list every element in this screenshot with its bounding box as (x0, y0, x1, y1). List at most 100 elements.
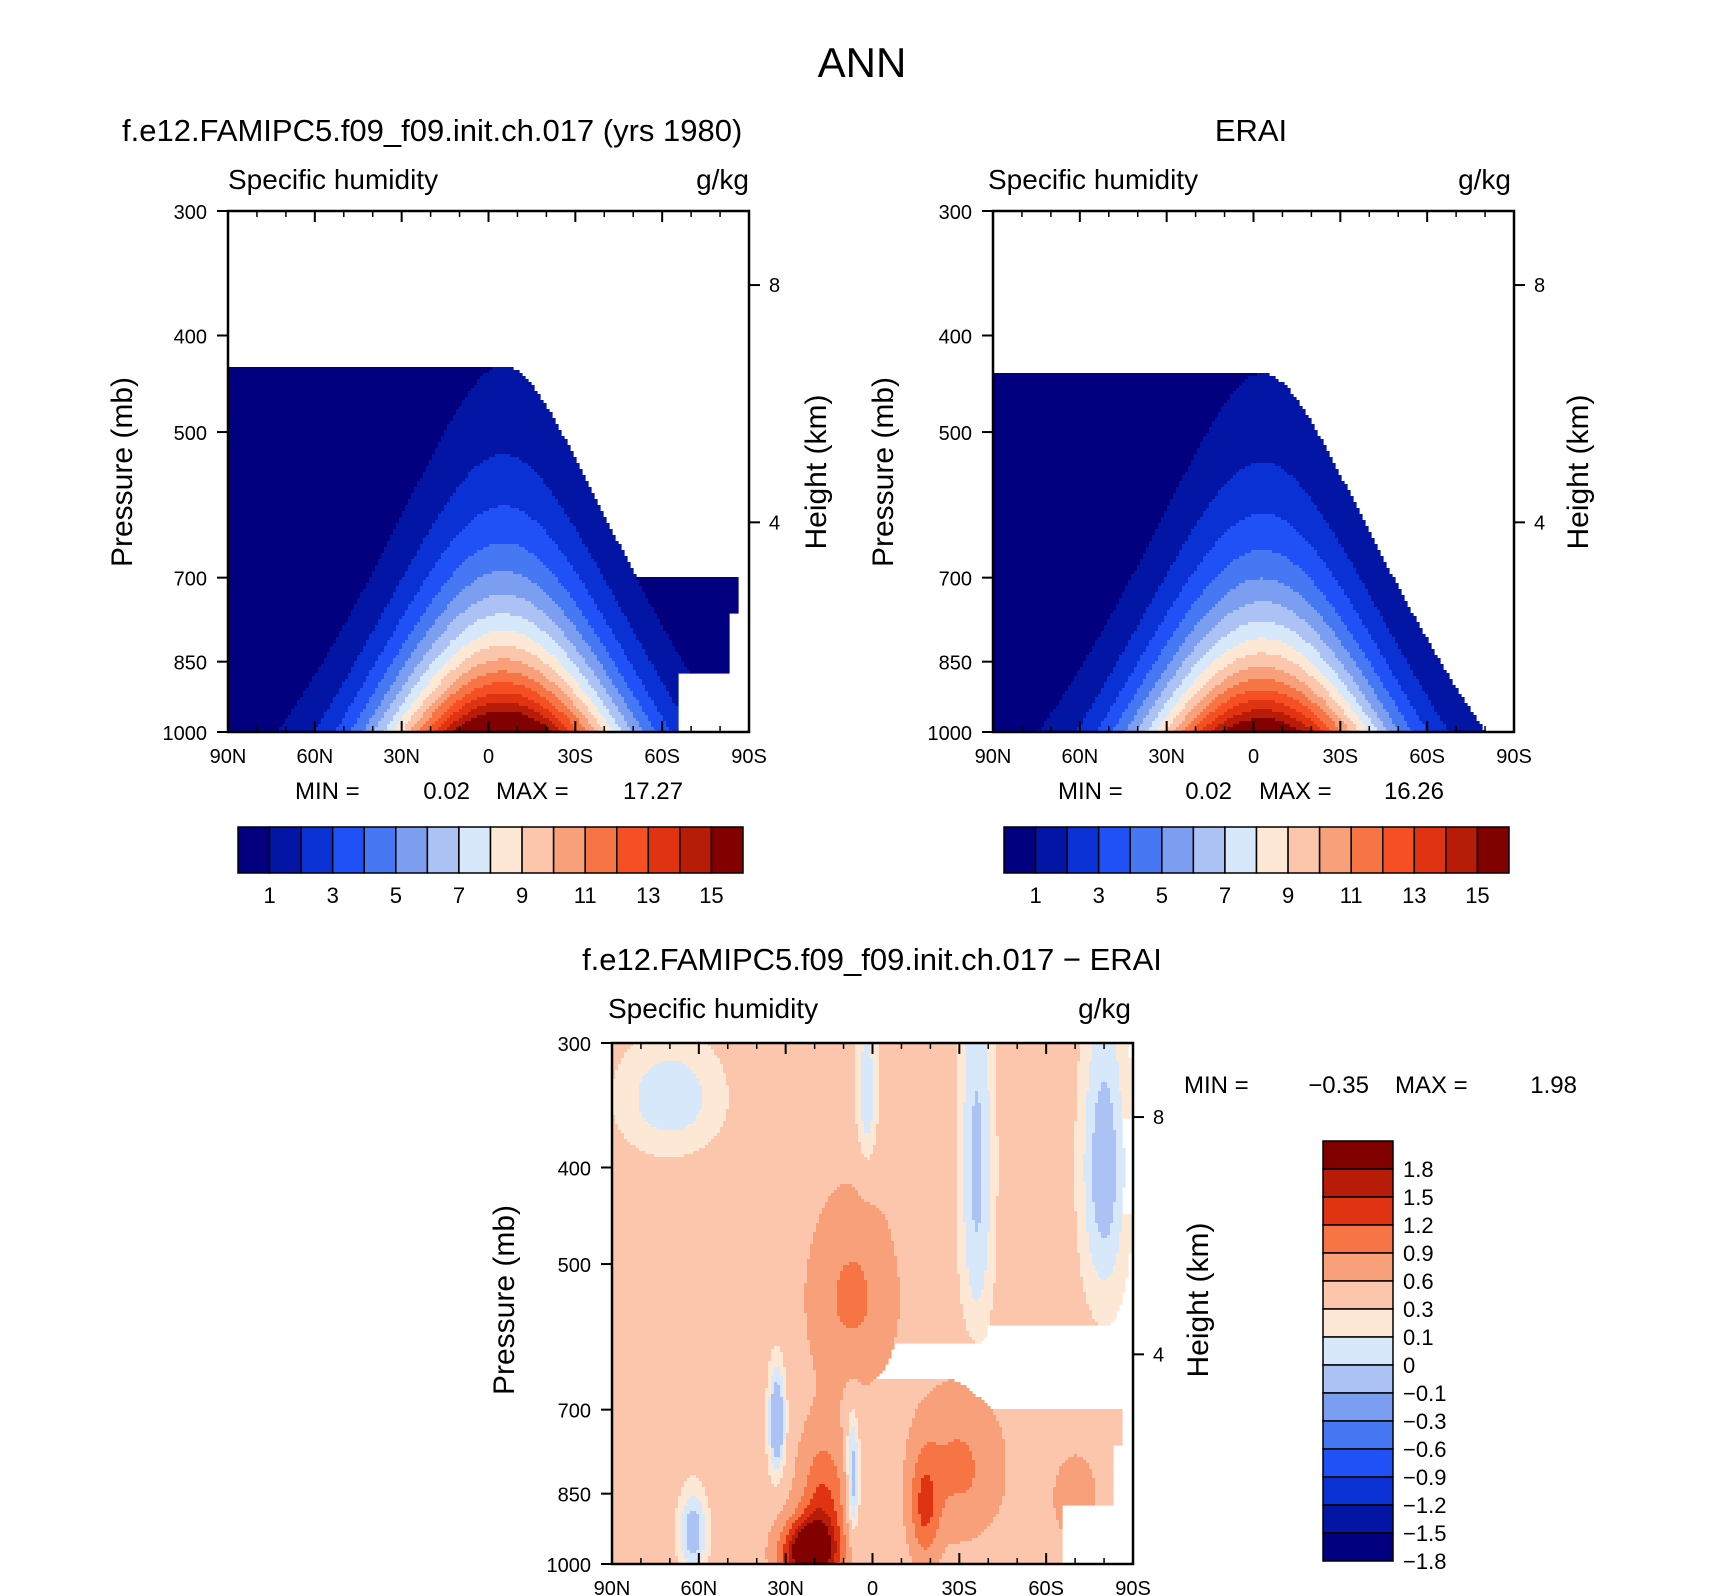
contour-fill (489, 646, 517, 650)
contour-fill (855, 1070, 862, 1074)
contour-fill (687, 1517, 700, 1521)
contour-fill (849, 1487, 853, 1491)
contour-fill (1107, 1277, 1126, 1281)
contour-fill (855, 1187, 958, 1191)
contour-fill (957, 1214, 964, 1218)
contour-fill (1395, 676, 1417, 680)
contour-fill (675, 1514, 682, 1518)
contour-fill (1182, 661, 1198, 665)
contour-fill (474, 517, 532, 521)
contour-fill (672, 643, 730, 647)
contour-fill (861, 1112, 874, 1116)
contour-fill (456, 727, 550, 731)
contour-fill (903, 1472, 916, 1476)
contour-fill (1287, 643, 1312, 647)
contour-fill (624, 1133, 718, 1137)
panel-erai-max-label: MAX = (1259, 778, 1332, 805)
contour-fill (624, 652, 646, 656)
contour-fill (1101, 1082, 1108, 1086)
contour-fill (993, 1301, 1087, 1305)
contour-fill (492, 682, 514, 686)
contour-fill (393, 718, 403, 722)
contour-fill (1095, 1109, 1114, 1113)
contour-fill (1116, 1148, 1126, 1152)
contour-fill (858, 1466, 862, 1470)
contour-fill (999, 1139, 1075, 1143)
contour-fill (879, 1046, 958, 1050)
contour-fill (450, 658, 466, 662)
contour-fill (228, 697, 301, 701)
contour-fill (864, 1121, 871, 1125)
contour-fill (861, 1445, 907, 1449)
contour-fill (1095, 1499, 1114, 1503)
contour-fill (957, 1211, 964, 1215)
contour-fill (636, 577, 739, 581)
contour-fill (486, 673, 523, 677)
contour-fill (783, 1433, 787, 1437)
contour-fill (1200, 619, 1222, 623)
contour-fill (573, 622, 589, 626)
contour-fill (612, 1295, 805, 1299)
contour-fill (435, 688, 448, 692)
contour-fill (471, 700, 535, 704)
contour-fill (612, 679, 625, 683)
contour-fill (1095, 1130, 1117, 1134)
contour-fill (996, 1115, 1078, 1119)
contour-fill (489, 508, 520, 512)
contour-fill (849, 1415, 856, 1419)
contour-fill (993, 679, 1075, 683)
contour-fill (1197, 661, 1213, 665)
contour-fill (1005, 1475, 1057, 1479)
contour-fill (768, 1409, 772, 1413)
colorbar-swatch (268, 826, 302, 874)
contour-fill (765, 1445, 772, 1449)
contour-fill (366, 643, 388, 647)
contour-fill (972, 1178, 982, 1182)
contour-fill (405, 574, 430, 578)
contour-fill (465, 397, 541, 401)
contour-fill (1161, 520, 1198, 524)
contour-fill (933, 1481, 973, 1485)
contour-fill (1368, 715, 1378, 719)
contour-fill (645, 688, 667, 692)
contour-fill (228, 574, 373, 578)
contour-fill (855, 1454, 859, 1458)
contour-fill (1248, 622, 1276, 626)
contour-fill (855, 1430, 859, 1434)
contour-fill (228, 388, 472, 392)
contour-fill (1437, 712, 1474, 716)
contour-fill (1380, 700, 1396, 704)
contour-fill (888, 1223, 958, 1227)
contour-fill (828, 1199, 865, 1203)
contour-fill (702, 1103, 730, 1107)
contour-fill (420, 640, 436, 644)
contour-fill (312, 676, 349, 680)
contour-fill (366, 583, 400, 587)
contour-fill (387, 604, 409, 608)
contour-fill (993, 616, 1111, 620)
contour-fill (1386, 658, 1408, 662)
contour-fill (1212, 547, 1315, 551)
contour-fill (624, 676, 640, 680)
contour-fill (1203, 439, 1324, 443)
contour-fill (609, 694, 622, 698)
contour-fill (558, 580, 583, 584)
contour-fill (1332, 682, 1345, 686)
contour-fill (564, 610, 583, 614)
contour-fill (1173, 658, 1186, 662)
contour-fill (984, 1283, 994, 1287)
contour-fill (1359, 577, 1396, 581)
contour-fill (543, 706, 556, 710)
contour-fill (915, 1409, 994, 1413)
contour-fill (1206, 706, 1219, 710)
contour-fill (990, 1163, 1000, 1167)
contour-fill (963, 1205, 973, 1209)
contour-fill (591, 625, 610, 629)
contour-fill (1242, 382, 1285, 386)
contour-fill (993, 667, 1081, 671)
colorbar-swatch (331, 826, 365, 874)
contour-fill (861, 1061, 874, 1065)
contour-fill (975, 1100, 979, 1104)
contour-fill (561, 676, 574, 680)
contour-fill (825, 1523, 832, 1527)
